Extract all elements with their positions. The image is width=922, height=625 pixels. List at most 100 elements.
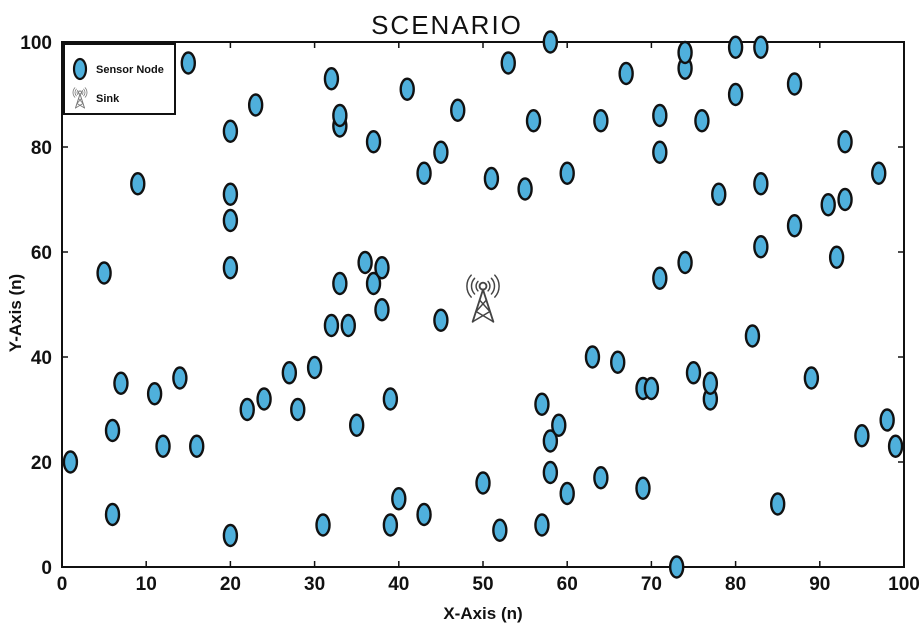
sensor-node-point [753, 172, 769, 196]
x-axis-label: X-Axis (n) [443, 604, 522, 623]
y-tick-label: 20 [31, 453, 52, 474]
sensor-node-point [635, 476, 651, 500]
tower-leg [75, 93, 81, 109]
sensor-node-point [323, 67, 340, 91]
sensor-node-point [180, 51, 197, 75]
sensor-node-point [306, 355, 323, 380]
sensor-node-point [652, 140, 668, 164]
sensor-node-point [365, 271, 382, 296]
sensor-node-point [357, 250, 373, 275]
sensor-node-point [559, 161, 575, 185]
sensor-node-point [374, 256, 390, 280]
legend: Sensor Node Sink [63, 43, 176, 115]
tower-wave [84, 87, 88, 98]
sensor-node-point [559, 481, 575, 506]
sensor-node-point [542, 460, 559, 485]
tower-wave [490, 277, 496, 295]
sensor-node-point [786, 214, 803, 238]
tower-brace [475, 299, 488, 313]
sensor-node-point [222, 256, 239, 280]
sensor-node-point [711, 182, 727, 206]
y-tick-label: 100 [20, 33, 52, 54]
tower-wave [72, 87, 76, 98]
sensor-node-point [702, 371, 719, 395]
sensor-node-point [517, 177, 533, 201]
x-tick-label: 80 [725, 574, 746, 595]
sensor-node-point [374, 298, 390, 322]
sensor-node-point [643, 376, 660, 401]
sink-layer [466, 274, 500, 323]
sensor-node-point [744, 324, 761, 348]
sensor-node-point [155, 434, 171, 458]
sensor-node-point [610, 350, 626, 374]
sensor-node-point [803, 366, 820, 390]
tower-brace [76, 103, 85, 109]
sensor-node-point [247, 93, 264, 117]
sensor-node-point [542, 429, 559, 453]
sensor-node-point [500, 51, 516, 75]
sensor-node-point [694, 109, 710, 133]
sensor-node-point [770, 492, 786, 516]
sensor-node-points [62, 30, 904, 579]
sensor-node-point [433, 308, 449, 332]
tower-top [78, 90, 82, 95]
sensor-node-point [534, 392, 550, 416]
y-tick-label: 60 [31, 243, 52, 264]
tower-wave [74, 88, 77, 97]
sensor-node-point [332, 103, 348, 128]
sensor-node-point [290, 397, 306, 422]
sensor-node-point [104, 418, 121, 443]
tower-wave [475, 280, 479, 292]
x-tick-label: 100 [888, 574, 920, 595]
sensor-node-point [172, 366, 188, 390]
tower-brace [75, 103, 84, 109]
sensor-node-point [340, 313, 356, 338]
sensor-node-point [652, 103, 668, 128]
sensor-node-point [483, 166, 500, 191]
x-tick-label: 90 [809, 574, 830, 595]
tower-leg [471, 288, 484, 323]
sensor-node-point [652, 266, 668, 290]
y-tick-label: 80 [31, 138, 52, 159]
x-tick-label: 50 [472, 574, 493, 595]
sensor-node-point [618, 61, 634, 86]
sensor-node-point [677, 40, 693, 65]
sensor-node-point [753, 235, 769, 259]
sensor-node-point [104, 502, 121, 527]
x-tick-label: 70 [641, 574, 662, 595]
legend-sink-label: Sink [96, 93, 120, 105]
sensor-node-point [542, 30, 559, 54]
sensor-node-point [551, 413, 567, 437]
sensor-node-point [222, 182, 239, 206]
sensor-node-point [391, 487, 407, 511]
sensor-node-point [786, 72, 803, 96]
sensor-node-point [365, 130, 382, 154]
sensor-node-point [584, 345, 601, 369]
sensor-node-point [256, 387, 272, 411]
sensor-node-point [727, 35, 744, 59]
sensor-node-point [837, 130, 853, 154]
sensor-node-point [433, 140, 449, 164]
tower-wave [487, 280, 491, 292]
sensor-node-point [146, 382, 163, 406]
sensor-node-point [450, 98, 466, 122]
sensor-node-point [828, 245, 845, 269]
sensor-node-point [382, 387, 399, 411]
y-tick-label: 40 [31, 348, 52, 369]
sensor-node-point [475, 471, 491, 495]
legend-sink-antenna [72, 87, 88, 109]
tower-brace [78, 98, 84, 104]
x-tick-label: 20 [220, 574, 241, 595]
sensor-node-point [239, 397, 255, 422]
tower-brace [471, 310, 491, 323]
sensor-node-point [349, 413, 365, 437]
sensor-node-point [281, 361, 298, 385]
sensor-node-point [854, 424, 870, 448]
sensor-node-point [323, 313, 340, 338]
tower-wave [76, 90, 79, 95]
sensor-node-point [62, 450, 79, 474]
sensor-node-point [492, 518, 508, 542]
y-axis-label: Y-Axis (n) [6, 274, 25, 352]
sensor-node-point [753, 35, 769, 59]
